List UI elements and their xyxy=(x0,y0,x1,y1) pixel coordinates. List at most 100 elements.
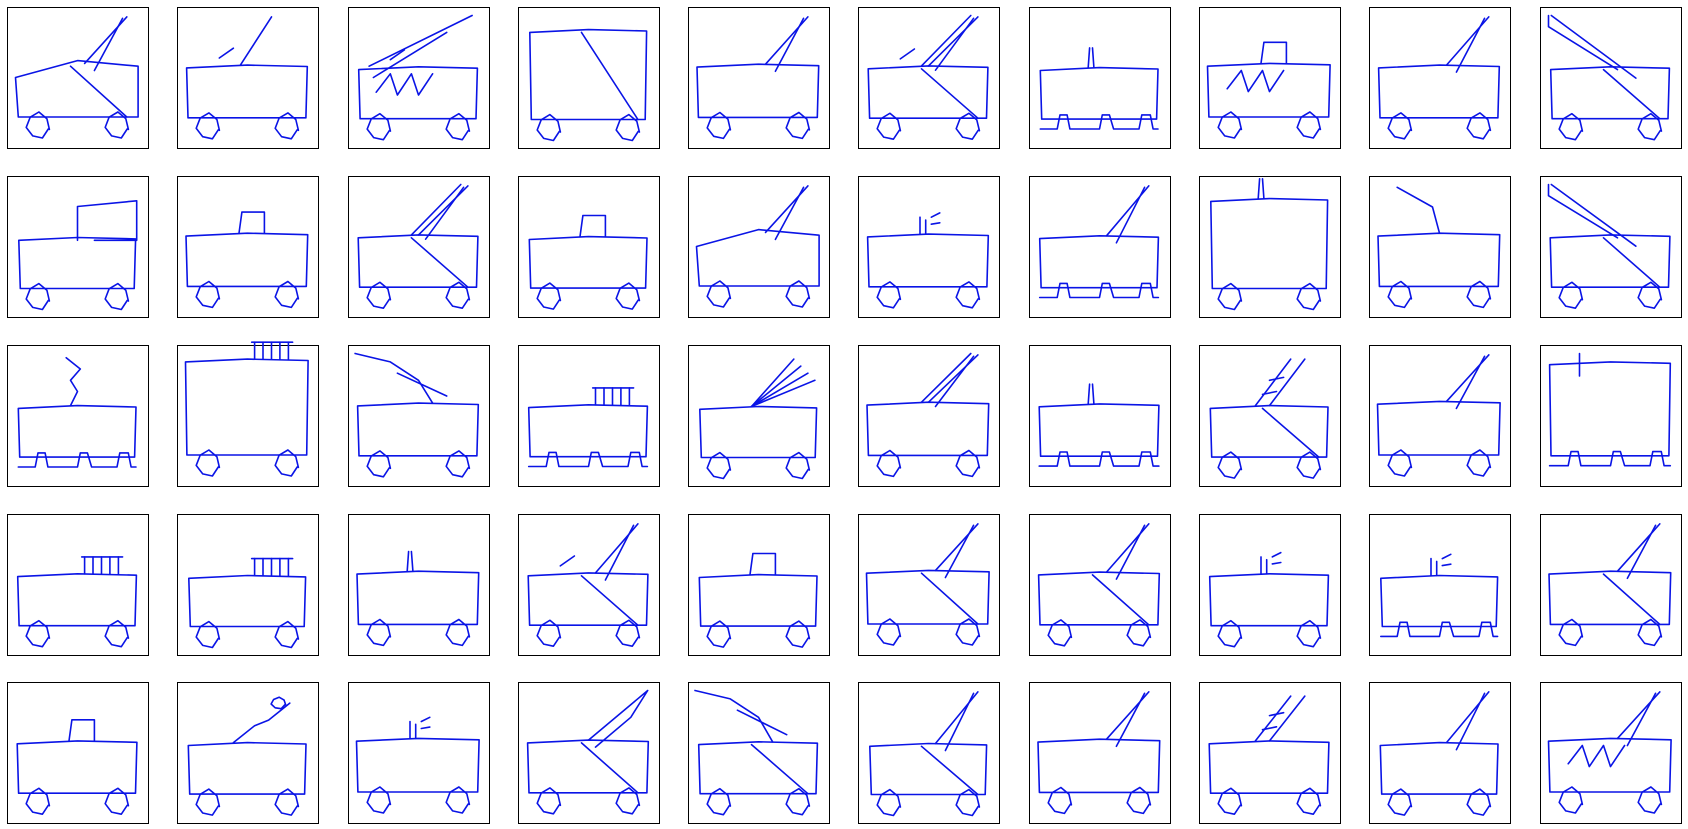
interior-line xyxy=(580,31,639,121)
bus-sketch-icon xyxy=(177,341,319,487)
trolley-pole xyxy=(736,709,788,736)
bus-sketch-icon xyxy=(1029,682,1171,824)
front-wheel xyxy=(25,111,51,139)
trolley-pole xyxy=(410,183,462,236)
bus-sketch-icon xyxy=(1199,682,1341,824)
front-wheel xyxy=(706,280,732,308)
front-wheel xyxy=(195,449,221,477)
front-wheel xyxy=(1217,111,1243,139)
rear-wheel xyxy=(1126,619,1152,647)
front-wheel xyxy=(536,113,562,142)
interior-line xyxy=(920,68,979,119)
interior-line xyxy=(69,65,128,118)
trolley-pole xyxy=(774,186,805,241)
bus-body xyxy=(526,739,650,794)
bus-body xyxy=(16,740,138,795)
pole-hook xyxy=(270,696,287,710)
front-wheel xyxy=(1558,112,1584,141)
pole-rung xyxy=(218,47,235,59)
front-wheel xyxy=(706,111,732,140)
trolley-pole xyxy=(1268,695,1306,742)
trolley-pole xyxy=(920,14,972,67)
trolley-pole xyxy=(934,17,975,71)
rear-wheel xyxy=(785,620,811,648)
front-wheel xyxy=(1217,451,1243,479)
roof-box xyxy=(749,552,777,576)
rear-wheel xyxy=(1296,451,1322,479)
interior-line xyxy=(580,742,639,794)
cell-frame xyxy=(688,345,830,487)
cell-frame xyxy=(1199,345,1341,487)
bus-sketch-icon xyxy=(348,345,490,487)
bus-sketch-icon xyxy=(348,682,490,824)
front-wheel xyxy=(1047,786,1073,815)
cell-frame xyxy=(1369,682,1511,824)
bus-body xyxy=(185,232,309,288)
interior-line xyxy=(1261,407,1320,458)
front-wheel xyxy=(25,619,51,648)
cell-frame xyxy=(7,514,149,656)
rear-wheel xyxy=(445,450,471,478)
trolley-pole xyxy=(1268,358,1306,407)
bus-sketch-icon xyxy=(688,7,830,149)
rear-wheel xyxy=(104,282,130,311)
bus-sketch-icon xyxy=(177,682,319,824)
wheel-arches xyxy=(1380,621,1499,638)
front-wheel xyxy=(1047,619,1073,647)
rear-wheel xyxy=(1466,280,1492,309)
front-wheel xyxy=(1558,618,1584,647)
rear-wheel xyxy=(615,619,641,648)
front-wheel xyxy=(195,112,221,140)
rear-wheel xyxy=(1637,281,1663,310)
bus-sketch-icon xyxy=(1029,514,1171,656)
trolley-pole xyxy=(750,365,802,408)
bus-body xyxy=(528,235,648,289)
trolley-pole xyxy=(1091,47,1095,69)
front-wheel xyxy=(706,787,732,816)
trolley-pole xyxy=(1396,186,1441,234)
spark-mark xyxy=(930,222,941,225)
cell-frame xyxy=(518,682,660,824)
trolley-pole xyxy=(1626,692,1657,747)
front-wheel xyxy=(876,788,902,817)
trolley-pole xyxy=(1257,178,1261,200)
rear-wheel xyxy=(104,787,130,816)
bus-body xyxy=(697,740,819,795)
bus-body xyxy=(1206,62,1331,118)
bus-body xyxy=(527,403,649,458)
bus-sketch-icon xyxy=(1540,7,1682,149)
bus-body xyxy=(1208,572,1330,627)
interior-line xyxy=(750,743,809,795)
bus-body xyxy=(1039,66,1159,120)
bus-sketch-icon xyxy=(348,514,490,656)
bus-body xyxy=(528,28,648,121)
bus-body xyxy=(1379,741,1499,795)
trolley-pole xyxy=(65,356,82,407)
bus-body xyxy=(356,402,480,457)
rear-wheel xyxy=(615,282,641,310)
cell-frame xyxy=(348,514,490,656)
bus-body xyxy=(868,742,988,796)
bus-sketch-icon xyxy=(1029,345,1171,487)
cell-frame xyxy=(688,7,830,149)
wheel-arches xyxy=(1548,450,1672,467)
cell-frame xyxy=(7,682,149,824)
bus-body xyxy=(357,66,479,120)
bus-sketch-icon xyxy=(1540,176,1682,318)
bus-body xyxy=(1377,232,1501,288)
bus-body xyxy=(188,574,307,628)
cell-frame xyxy=(1369,176,1511,318)
bus-sketch-icon xyxy=(858,7,1000,149)
rear-wheel xyxy=(274,620,300,649)
bus-sketch-icon xyxy=(7,7,149,149)
front-wheel xyxy=(1217,619,1243,648)
spark-mark xyxy=(930,212,941,218)
trolley-pole xyxy=(1254,358,1292,407)
roof-box xyxy=(1260,41,1288,65)
rear-wheel xyxy=(104,619,130,648)
rear-wheel xyxy=(615,787,641,815)
bus-sketch-icon xyxy=(518,514,660,656)
rear-wheel xyxy=(1637,112,1663,141)
front-wheel xyxy=(536,787,562,815)
bus-sketch-icon xyxy=(858,514,1000,656)
